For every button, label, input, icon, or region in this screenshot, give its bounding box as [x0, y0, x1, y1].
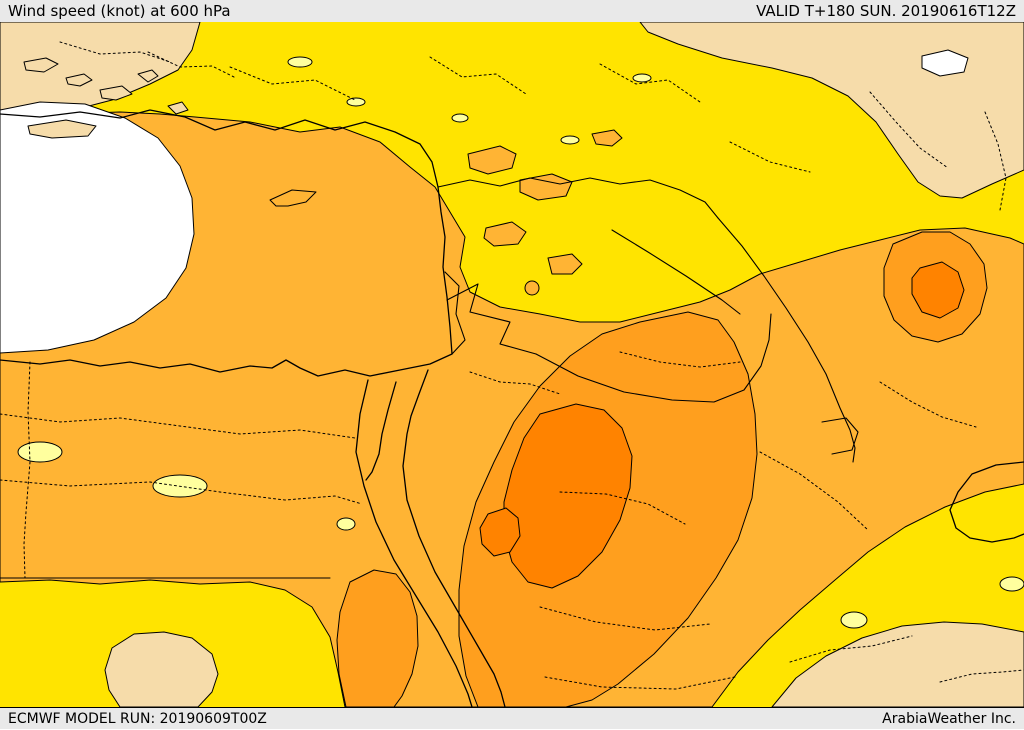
iraq-saudi-border	[535, 313, 772, 403]
cyprus-island	[269, 189, 317, 207]
band-tan-bottomright	[771, 621, 1024, 707]
band-orange-redsea-lobe	[336, 569, 419, 707]
aegean-island	[23, 57, 59, 73]
persian-gulf-coast	[949, 461, 1024, 543]
aegean-island	[65, 73, 93, 87]
band-deep-east	[911, 261, 965, 319]
coastlines	[0, 109, 1024, 707]
dotted-boundaries	[0, 41, 1024, 690]
jordan-saudi-border	[446, 283, 537, 355]
credit-label: ArabiaWeather Inc.	[882, 710, 1016, 727]
wind-speed-contour-map	[0, 22, 1024, 707]
crete-island	[27, 119, 97, 139]
islands	[23, 57, 317, 207]
turkey-syria-border	[437, 177, 719, 219]
weather-map	[0, 22, 1024, 707]
header-bar: Wind speed (knot) at 600 hPa VALID T+180…	[0, 0, 1024, 22]
redsea-west-coast	[355, 379, 473, 707]
redsea-east-coast	[402, 369, 506, 707]
aegean-island	[99, 85, 133, 101]
amber-patches-syria	[467, 129, 623, 296]
band-deep-core	[503, 403, 633, 589]
kuwait-border	[821, 417, 859, 455]
iraq-iran-border	[717, 217, 856, 463]
map-title: Wind speed (knot) at 600 hPa	[8, 2, 231, 20]
band-white-mediterranean	[0, 101, 195, 354]
jordan-valley-border	[444, 271, 466, 355]
syria-iraq-border	[611, 229, 741, 315]
aegean-island	[137, 69, 159, 83]
band-amber-region	[0, 109, 1024, 707]
gulf-of-suez-coast	[365, 381, 397, 481]
band-white-northeast	[921, 49, 969, 77]
mediterranean-coastline	[0, 109, 453, 377]
band-tan-bottomleft	[104, 631, 219, 707]
footer-bar: ECMWF MODEL RUN: 20190609T00Z ArabiaWeat…	[0, 707, 1024, 729]
country-borders	[0, 177, 859, 579]
band-deep-core-small	[479, 507, 521, 557]
model-run-label: ECMWF MODEL RUN: 20190609T00Z	[8, 710, 267, 727]
rhodes-island	[167, 101, 189, 115]
valid-time-label: VALID T+180 SUN. 20190616T12Z	[756, 2, 1016, 20]
